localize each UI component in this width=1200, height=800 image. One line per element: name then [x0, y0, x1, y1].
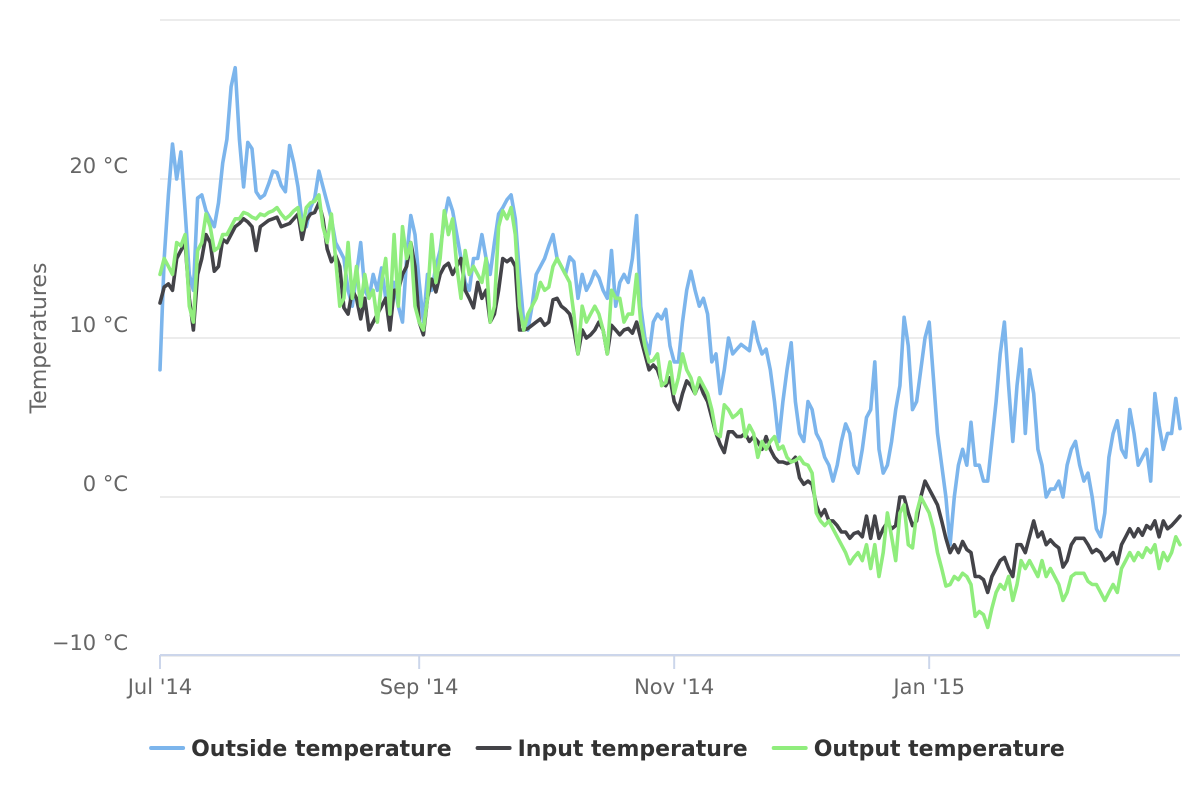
y-axis-tick-labels: 20 °C 10 °C 0 °C −10 °C — [52, 154, 128, 655]
series-line-outside-temperature[interactable] — [158, 65, 1182, 547]
legend-item-input-temperature[interactable]: Input temperature — [475, 737, 748, 762]
x-axis — [159, 654, 1180, 669]
series-line-input-temperature[interactable] — [158, 201, 1182, 595]
legend-label: Input temperature — [518, 737, 748, 762]
y-tick-label: 10 °C — [69, 313, 128, 337]
legend-label: Output temperature — [814, 737, 1065, 762]
legend-label: Outside temperature — [191, 737, 452, 762]
legend-item-output-temperature[interactable]: Output temperature — [771, 737, 1065, 762]
series-line-output-temperature[interactable] — [158, 193, 1182, 630]
x-tick-label: Sep '14 — [380, 675, 459, 699]
y-tick-label: 20 °C — [69, 154, 128, 178]
y-tick-label: 0 °C — [83, 472, 128, 496]
x-tick-label: Jan '15 — [891, 675, 965, 699]
x-tick-label: Nov '14 — [634, 675, 714, 699]
x-tick-label: Jul '14 — [126, 675, 193, 699]
y-axis-title: Temperatures — [27, 263, 52, 415]
x-axis-tick-labels: Jul '14 Sep '14 Nov '14 Jan '15 — [126, 675, 965, 699]
y-tick-label: −10 °C — [52, 631, 128, 655]
legend-item-outside-temperature[interactable]: Outside temperature — [149, 737, 452, 762]
legend[interactable]: Outside temperature Input temperature Outp… — [149, 737, 1065, 762]
series-lines — [158, 65, 1182, 630]
